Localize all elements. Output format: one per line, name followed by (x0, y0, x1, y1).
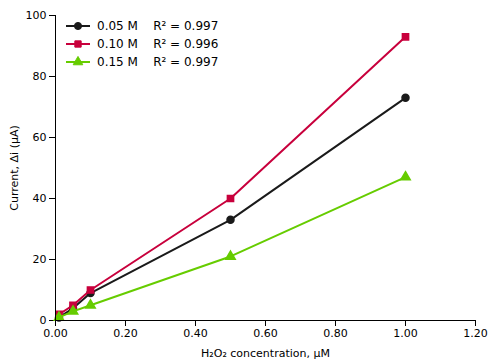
svg-text:1.00: 1.00 (393, 327, 418, 340)
html-text:0.05 M R² = 0.997: 0.05 M R² = 0.997 (97, 19, 219, 33)
svg-text:0.20: 0.20 (113, 327, 138, 340)
html-text:0.15 M R² = 0.997: 0.15 M R² = 0.997 (97, 55, 219, 69)
svg-text:0.80: 0.80 (323, 327, 348, 340)
svg-text:20: 20 (33, 253, 47, 266)
svg-text:0.40: 0.40 (183, 327, 208, 340)
svg-text:80: 80 (33, 70, 47, 83)
svg-text:40: 40 (33, 192, 47, 205)
svg-text:100: 100 (26, 9, 47, 22)
svg-text:H₂O₂ concentration, μM: H₂O₂ concentration, μM (201, 347, 330, 360)
svg-text:60: 60 (33, 131, 47, 144)
svg-text:0.00: 0.00 (43, 327, 68, 340)
svg-text:1.20: 1.20 (463, 327, 488, 340)
html-text:0.10 M R² = 0.996: 0.10 M R² = 0.996 (97, 37, 219, 51)
svg-text:0: 0 (40, 314, 47, 327)
svg-text:0.60: 0.60 (253, 327, 278, 340)
svg-text:Current, Δi (μA): Current, Δi (μA) (8, 125, 21, 211)
